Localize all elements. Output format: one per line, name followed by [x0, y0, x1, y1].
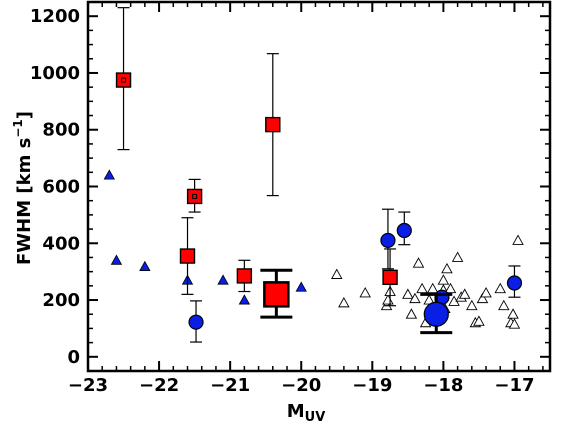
open-triangle-point [451, 251, 464, 262]
blue-triangle-point [238, 294, 251, 305]
open-triangle-point [512, 234, 524, 245]
chart-markers [103, 7, 524, 343]
blue-circle-point [423, 301, 449, 327]
y-axis-title-end: ] [14, 111, 35, 119]
blue-circle-point [188, 314, 204, 330]
y-tick-label: 600 [42, 177, 80, 198]
open-triangle-point [508, 318, 521, 329]
blue-circle-point [380, 232, 396, 249]
open-triangle-point [331, 268, 343, 279]
y-tick-label: 200 [42, 290, 80, 311]
red-square-point [115, 72, 132, 88]
x-tick-label: −19 [352, 375, 392, 396]
x-tick-label: −17 [494, 375, 534, 396]
x-tick-label: −20 [281, 375, 321, 396]
open-triangle-point [405, 308, 418, 319]
blue-circle-point [396, 222, 412, 239]
open-triangle-point [480, 287, 492, 298]
open-triangle-point [494, 282, 507, 294]
open-triangle-point [412, 257, 425, 268]
open-triangle-point [416, 282, 428, 294]
open-triangle-point [507, 308, 519, 319]
x-tick-label: −18 [423, 375, 463, 396]
axis-ticks [87, 1, 550, 372]
open-triangle-point [402, 288, 414, 299]
red-square-point [179, 248, 196, 264]
x-axis-title-main: M [287, 401, 305, 422]
y-tick-label: 0 [67, 347, 80, 368]
open-triangle-point [444, 282, 457, 294]
red-square-point [236, 268, 253, 284]
y-tick-label: 800 [42, 120, 80, 141]
open-triangle-point [382, 294, 394, 305]
blue-triangle-point [217, 274, 229, 285]
red-square-point [265, 116, 281, 133]
x-tick-labels: −23 −22 −21 −20 −19 −18 −17 [68, 375, 535, 396]
x-tick-label: −22 [139, 375, 179, 396]
y-axis-title-main: FWHM [km s [14, 138, 35, 265]
x-tick-label: −21 [210, 375, 250, 396]
y-tick-label: 1200 [30, 6, 80, 27]
open-triangle-point [437, 274, 450, 285]
x-axis-title: MUV [287, 401, 326, 425]
plot-frame [86, 0, 552, 373]
y-tick-label: 1000 [30, 63, 80, 84]
open-triangle-point [476, 292, 489, 304]
open-triangle-point [498, 299, 510, 311]
open-triangle-point [409, 292, 421, 304]
open-triangle-point [426, 282, 439, 294]
open-triangle-point [359, 287, 371, 298]
red-square-center-dot [192, 193, 198, 199]
blue-circle-point [506, 275, 523, 291]
red-square-point [382, 269, 398, 286]
open-triangle-point [466, 299, 478, 311]
y-tick-label: 400 [42, 233, 80, 254]
y-axis-title: FWHM [km s−1] [11, 111, 35, 265]
y-axis-title-sup: −1 [11, 119, 25, 137]
blue-triangle-point [139, 260, 151, 271]
red-square-point [186, 188, 203, 205]
blue-triangle-point [110, 254, 123, 265]
y-tick-labels: 0 200 400 600 800 1000 1200 [30, 6, 80, 368]
open-triangle-point [473, 315, 485, 326]
red-square-point [263, 281, 290, 308]
x-axis-title-sub: UV [305, 410, 326, 425]
open-triangle-point [338, 296, 350, 308]
x-tick-label: −23 [68, 375, 108, 396]
red-square-center-dot [121, 77, 127, 83]
open-triangle-point [458, 288, 471, 299]
open-triangle-point [441, 262, 453, 274]
blue-triangle-point [295, 281, 307, 292]
blue-triangle-point [103, 169, 116, 180]
